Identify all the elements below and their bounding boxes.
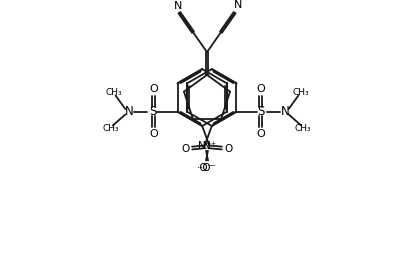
- Text: N⁺: N⁺: [197, 141, 211, 151]
- Text: N: N: [173, 1, 182, 11]
- Text: ·O⁻: ·O⁻: [200, 163, 217, 173]
- Text: N: N: [233, 0, 242, 9]
- Text: O: O: [149, 84, 157, 94]
- Text: S: S: [150, 105, 157, 118]
- Text: N: N: [125, 105, 133, 118]
- Text: N: N: [280, 105, 288, 118]
- Text: CH₃: CH₃: [294, 124, 311, 133]
- Text: O: O: [256, 129, 264, 139]
- Text: O: O: [181, 144, 190, 154]
- Text: N⁺: N⁺: [202, 141, 216, 151]
- Text: CH₃: CH₃: [102, 124, 119, 133]
- Text: O: O: [223, 144, 232, 154]
- Text: O: O: [149, 129, 157, 139]
- Text: S: S: [256, 105, 263, 118]
- Text: ·O⁻: ·O⁻: [196, 163, 213, 173]
- Text: O: O: [256, 84, 264, 94]
- Text: CH₃: CH₃: [292, 88, 308, 97]
- Text: CH₃: CH₃: [105, 88, 121, 97]
